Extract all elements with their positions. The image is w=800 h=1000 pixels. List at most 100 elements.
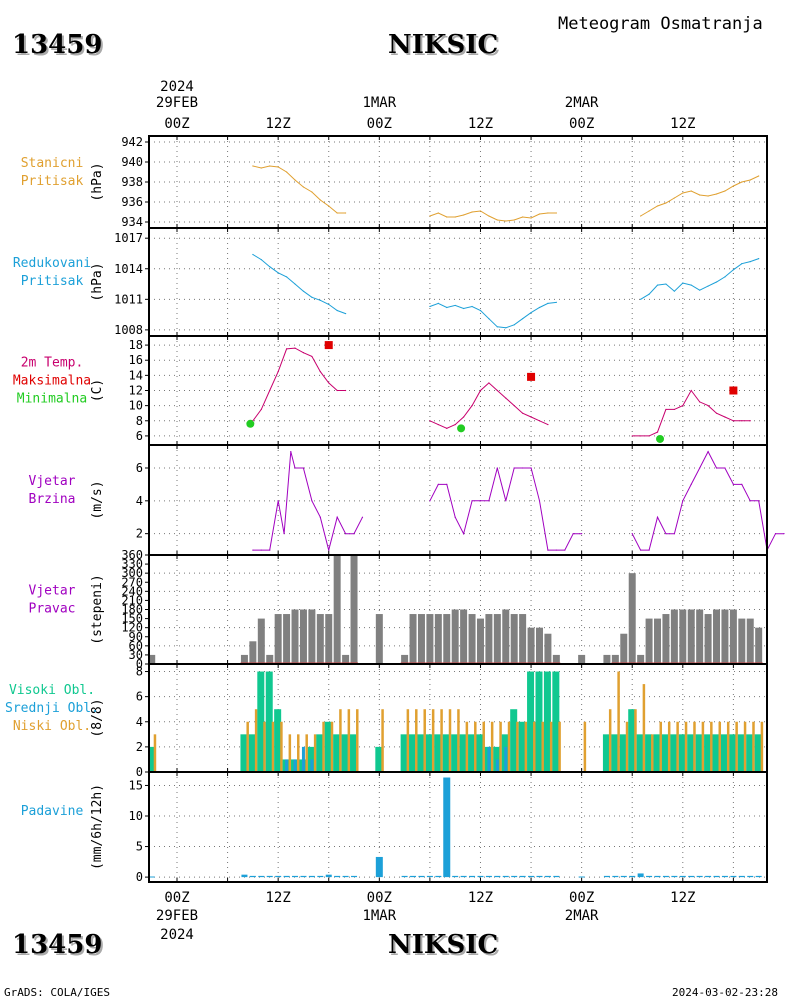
data-point bbox=[741, 263, 743, 265]
data-point bbox=[260, 549, 262, 551]
data-point bbox=[715, 412, 718, 414]
precip-bar bbox=[502, 875, 509, 878]
ytick-label: 330 bbox=[121, 557, 143, 571]
cloud-low-bar bbox=[280, 721, 283, 772]
data-point bbox=[463, 307, 465, 310]
cloud-low-bar bbox=[642, 684, 646, 772]
ytick-label: 10 bbox=[129, 399, 143, 413]
time-hour-top: 00Z bbox=[569, 116, 594, 132]
cloud-low-bar bbox=[735, 721, 738, 772]
cloud-low-bar bbox=[651, 734, 654, 772]
cloud-high-bar bbox=[602, 734, 610, 772]
time-date-top: 2MAR bbox=[565, 95, 599, 111]
cloud-high-bar bbox=[687, 734, 695, 772]
precip-bar bbox=[536, 875, 543, 878]
precip-bar bbox=[426, 875, 433, 878]
cloud-low-bar bbox=[381, 709, 384, 772]
data-point bbox=[496, 467, 498, 469]
wind-dir-bar bbox=[434, 614, 442, 664]
cloud-high-bar bbox=[611, 734, 619, 772]
data-point bbox=[290, 450, 292, 453]
data-point bbox=[277, 500, 279, 502]
data-point bbox=[294, 179, 296, 181]
ytick-label: 4 bbox=[136, 715, 143, 729]
cloud-low-bar bbox=[415, 709, 418, 772]
precip-bar bbox=[150, 876, 155, 878]
cloud-low-bar bbox=[667, 721, 671, 772]
y-axis-label: (m/s) bbox=[90, 480, 105, 519]
data-point bbox=[648, 293, 650, 295]
cloud-high-bar bbox=[678, 734, 686, 772]
time-hour-bottom: 00Z bbox=[164, 890, 189, 906]
precip-bar bbox=[249, 875, 256, 878]
data-point bbox=[749, 420, 751, 422]
cloud-high-bar bbox=[248, 734, 256, 772]
ytick-label: 6 bbox=[136, 690, 143, 704]
time-year-top: 2024 bbox=[160, 79, 194, 95]
ytick-label: 16 bbox=[129, 353, 143, 367]
data-point bbox=[707, 450, 709, 453]
data-point bbox=[285, 171, 288, 173]
cloud-high-bar bbox=[720, 734, 728, 772]
data-point bbox=[572, 533, 574, 535]
precip-bar bbox=[654, 875, 661, 878]
cloud-mid-bar bbox=[310, 759, 314, 772]
ytick-label: 936 bbox=[121, 195, 143, 209]
series-line bbox=[252, 347, 346, 422]
wind-dir-bar bbox=[375, 614, 383, 664]
precip-bar bbox=[292, 875, 299, 878]
station-name-top: NIKSIC bbox=[388, 30, 499, 60]
cloud-high-bar bbox=[400, 734, 408, 772]
cloud-high-bar bbox=[645, 734, 653, 772]
precip-bar bbox=[401, 875, 408, 878]
data-point bbox=[260, 258, 262, 261]
cloud-high-bar bbox=[619, 734, 627, 772]
cloud-low-bar bbox=[684, 721, 688, 772]
data-point bbox=[758, 175, 760, 177]
precip-bar bbox=[258, 875, 265, 878]
data-point bbox=[513, 467, 515, 469]
precip-bar bbox=[317, 875, 324, 878]
data-point bbox=[488, 382, 490, 384]
data-point bbox=[774, 533, 777, 535]
cloud-mid-bar bbox=[487, 746, 491, 772]
cloud-high-bar bbox=[451, 734, 459, 772]
panel-label: Visoki Obl. bbox=[9, 683, 95, 698]
ytick-label: 934 bbox=[121, 215, 143, 229]
cloud-low-bar bbox=[718, 721, 722, 772]
time-year-bottom: 2024 bbox=[160, 927, 194, 943]
data-point bbox=[496, 326, 498, 328]
data-point bbox=[345, 212, 347, 214]
ytick-label: 0 bbox=[136, 765, 143, 779]
cloud-high-bar bbox=[535, 671, 543, 772]
time-noon-top: 12Z bbox=[468, 116, 493, 132]
precip-bar bbox=[469, 875, 476, 878]
wind-dir-bar bbox=[729, 609, 737, 664]
cloud-low-bar bbox=[431, 709, 435, 772]
min-marker bbox=[246, 419, 255, 428]
panel-label: Minimalna bbox=[17, 392, 87, 407]
y-axis-label: (hPa) bbox=[90, 162, 105, 201]
wind-dir-bar bbox=[637, 654, 645, 664]
precip-bar bbox=[443, 777, 451, 878]
cloud-low-bar bbox=[482, 721, 485, 772]
data-point bbox=[724, 190, 726, 192]
wind-dir-bar bbox=[535, 627, 543, 664]
panel-label: Pritisak bbox=[21, 274, 84, 289]
data-point bbox=[345, 533, 347, 535]
cloud-low-bar bbox=[558, 721, 561, 772]
wind-dir-bar bbox=[451, 609, 459, 664]
max-marker bbox=[527, 372, 536, 381]
precip-bar bbox=[738, 875, 745, 878]
data-point bbox=[319, 199, 321, 201]
data-point bbox=[648, 210, 650, 212]
data-point bbox=[530, 217, 532, 219]
series-line bbox=[429, 467, 582, 551]
chart-title: Meteogram Osmatranja bbox=[558, 14, 763, 34]
data-point bbox=[319, 516, 321, 518]
cloud-low-bar bbox=[701, 721, 705, 772]
data-point bbox=[437, 483, 439, 486]
ytick-label: 8 bbox=[136, 414, 143, 428]
wind-dir-bar bbox=[755, 627, 763, 664]
data-point bbox=[505, 220, 507, 222]
